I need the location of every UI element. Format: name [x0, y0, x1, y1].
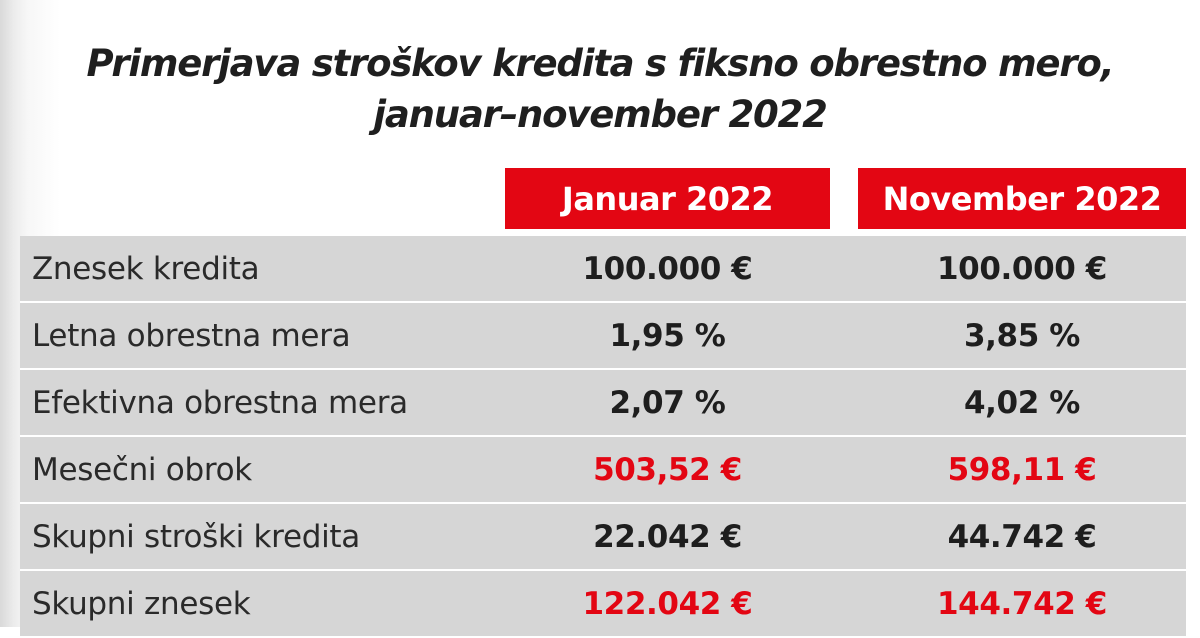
cell-november: 4,02 % — [964, 384, 1080, 421]
cell-january: 122.042 € — [582, 585, 753, 622]
cell-november: 3,85 % — [964, 317, 1080, 354]
row-label: Znesek kredita — [32, 250, 260, 287]
column-header-november: November 2022 — [858, 168, 1186, 229]
comparison-table: Znesek kredita 100.000 € 100.000 € Letna… — [20, 236, 1186, 638]
cell-january: 100.000 € — [582, 250, 753, 287]
table-row: Skupni znesek 122.042 € 144.742 € — [20, 571, 1186, 638]
row-label: Skupni znesek — [32, 585, 251, 622]
table-row: Znesek kredita 100.000 € 100.000 € — [20, 236, 1186, 303]
table-row: Letna obrestna mera 1,95 % 3,85 % — [20, 303, 1186, 370]
cell-january: 1,95 % — [609, 317, 726, 354]
cell-january: 503,52 € — [593, 451, 742, 488]
row-label: Efektivna obrestna mera — [32, 384, 408, 421]
row-label: Skupni stroški kredita — [32, 518, 360, 555]
cell-november: 44.742 € — [947, 518, 1097, 555]
table-row: Mesečni obrok 503,52 € 598,11 € — [20, 437, 1186, 504]
chart-title-line-1: Primerjava stroškov kredita s fiksno obr… — [86, 42, 1115, 85]
cell-november: 100.000 € — [937, 250, 1107, 287]
cell-january: 2,07 % — [609, 384, 726, 421]
table-row: Efektivna obrestna mera 2,07 % 4,02 % — [20, 370, 1186, 437]
chart-title-line-2: januar–november 2022 — [373, 93, 827, 136]
column-header-gap — [830, 168, 858, 229]
cell-november: 598,11 € — [947, 451, 1097, 488]
table-row: Skupni stroški kredita 22.042 € 44.742 € — [20, 504, 1186, 571]
column-header-january: Januar 2022 — [505, 168, 830, 229]
cell-january: 22.042 € — [593, 518, 742, 555]
row-label: Mesečni obrok — [32, 451, 252, 488]
row-label: Letna obrestna mera — [32, 317, 351, 354]
cell-november: 144.742 € — [937, 585, 1107, 622]
